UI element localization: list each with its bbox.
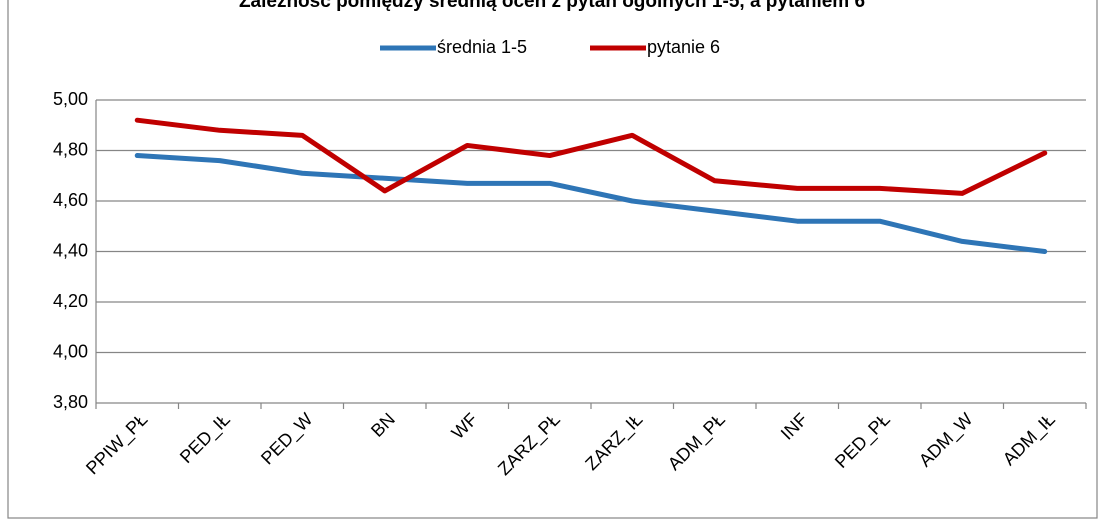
y-tick-label: 4,40 (53, 240, 88, 260)
series-line (134, 153, 1048, 254)
chart-title: Zależność pomiędzy średnią ocen z pytań … (239, 0, 865, 12)
chart-frame (7, 0, 1098, 519)
series-line (134, 117, 1048, 196)
y-tick-label: 5,00 (53, 89, 88, 109)
legend-label: średnia 1-5 (437, 37, 527, 57)
y-tick-label: 4,00 (53, 341, 88, 361)
y-tick-label: 3,80 (53, 392, 88, 412)
y-tick-label: 4,60 (53, 190, 88, 210)
y-tick-label: 4,20 (53, 291, 88, 311)
y-tick-label: 4,80 (53, 139, 88, 159)
legend-label: pytanie 6 (647, 37, 720, 57)
